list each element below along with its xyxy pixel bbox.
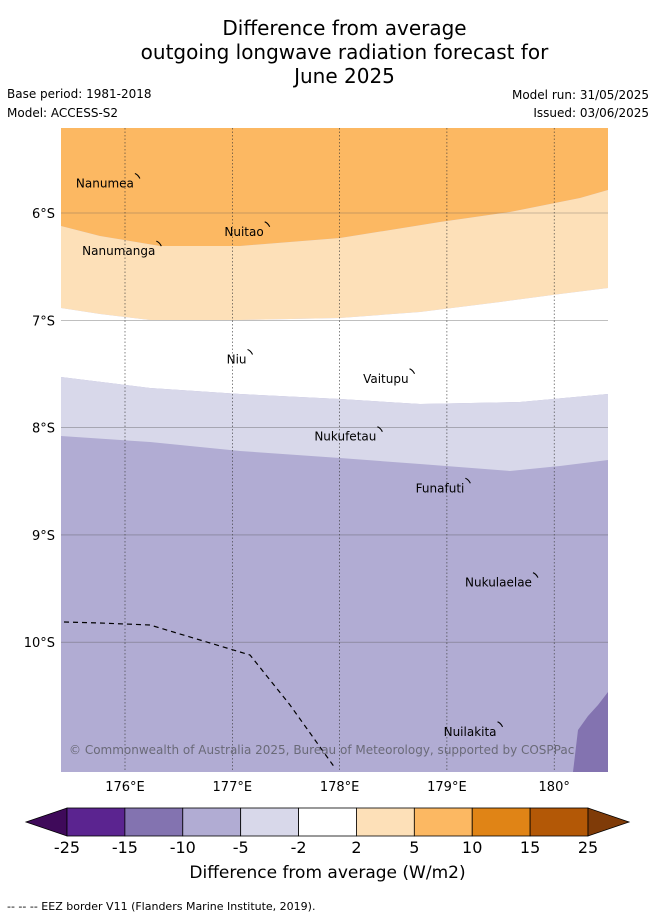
latitude-tick-label: 6°S	[32, 207, 55, 222]
colorbar-box	[124, 807, 184, 837]
eez-border-line	[63, 621, 336, 769]
colorbar-tick-label: -2	[291, 838, 307, 857]
colorbar-box	[471, 807, 531, 837]
island-outline	[264, 221, 271, 228]
island-label: Nanumea	[76, 177, 134, 191]
latitude-tick-label: 7°S	[32, 314, 55, 329]
island-label: Nanumanga	[82, 244, 155, 258]
colorbar-tick-label: -25	[54, 838, 80, 857]
title-line-1: Difference from average	[222, 16, 467, 40]
colorbar-label: Difference from average (W/m2)	[189, 863, 466, 883]
graticule	[61, 128, 608, 772]
colorbar-tick-label: 5	[409, 838, 419, 857]
colorbar-high-extend	[587, 807, 631, 837]
colorbar-box	[240, 807, 299, 837]
island-outline	[532, 572, 539, 578]
colorbar-tick-label: -5	[233, 838, 249, 857]
island-outline	[156, 240, 162, 247]
latitude-tick-label: 9°S	[32, 529, 55, 544]
eez-legend-note: -- -- -- EEZ border V11 (Flanders Marine…	[7, 900, 316, 913]
copyright-notice: © Commonwealth of Australia 2025, Bureau…	[69, 743, 574, 757]
band-near-average	[61, 288, 608, 404]
colorbar-tick-label: 2	[351, 838, 361, 857]
title-line-2: outgoing longwave radiation forecast for	[140, 40, 549, 64]
island-outline	[497, 721, 504, 728]
base-period: Base period: 1981-2018	[7, 87, 152, 101]
band-minus-10-to-minus-15	[573, 692, 608, 772]
colorbar-box	[356, 807, 415, 837]
colorbar-tick-label: -15	[112, 838, 138, 857]
island-outline	[247, 348, 254, 355]
island-outline	[134, 172, 141, 179]
longitude-ticks: 176°E 177°E 178°E 179°E 180°	[105, 780, 570, 795]
island-label: Vaitupu	[363, 372, 409, 386]
colorbar-box	[529, 807, 589, 837]
band-minus-2-to-minus-5	[61, 377, 608, 471]
colorbar-box	[413, 807, 473, 837]
band-2-to-5	[61, 190, 608, 320]
longitude-tick-label: 177°E	[213, 780, 253, 795]
model-run: Model run: 31/05/2025	[511, 88, 649, 102]
map-title: Difference from average outgoing longwav…	[0, 16, 655, 88]
island-label: Nuilakita	[444, 725, 497, 739]
title-line-3: June 2025	[294, 64, 395, 88]
island-outline	[465, 477, 471, 484]
colorbar-box	[298, 807, 357, 837]
colorbar-box	[66, 807, 126, 837]
island-label: Nukulaelae	[465, 576, 532, 590]
band-5-to-10	[61, 128, 608, 246]
island-labels: Nanumea Nuitao Nanumanga Niu Vaitupu Nukufeta…	[76, 172, 539, 739]
longitude-tick-label: 176°E	[105, 780, 145, 795]
latitude-tick-label: 8°S	[32, 422, 55, 437]
colorbar: -25 -15 -10 -5 -2 2 5 10 15 25	[24, 807, 631, 857]
colorbar-tick-label: 10	[462, 838, 482, 857]
colorbar-low-extend	[24, 807, 68, 837]
island-outline	[409, 368, 416, 375]
island-label: Funafuti	[416, 481, 465, 495]
colorbar-tick-label: 25	[578, 838, 598, 857]
colorbar-box	[182, 807, 242, 837]
longitude-tick-label: 178°E	[320, 780, 360, 795]
island-outline	[377, 426, 383, 432]
longitude-tick-label: 179°E	[427, 780, 467, 795]
island-label: Nukufetau	[314, 430, 376, 444]
model-name: Model: ACCESS-S2	[7, 106, 119, 120]
latitude-tick-label: 10°S	[24, 636, 55, 651]
longitude-tick-label: 180°	[539, 780, 570, 795]
issued-date: Issued: 03/06/2025	[533, 106, 649, 120]
map-plot-area	[61, 128, 608, 772]
colorbar-tick-label: -10	[170, 838, 196, 857]
colorbar-tick-label: 15	[520, 838, 540, 857]
latitude-ticks: 6°S 7°S 8°S 9°S 10°S	[24, 207, 55, 651]
island-label: Niu	[227, 352, 247, 366]
island-label: Nuitao	[224, 225, 263, 239]
